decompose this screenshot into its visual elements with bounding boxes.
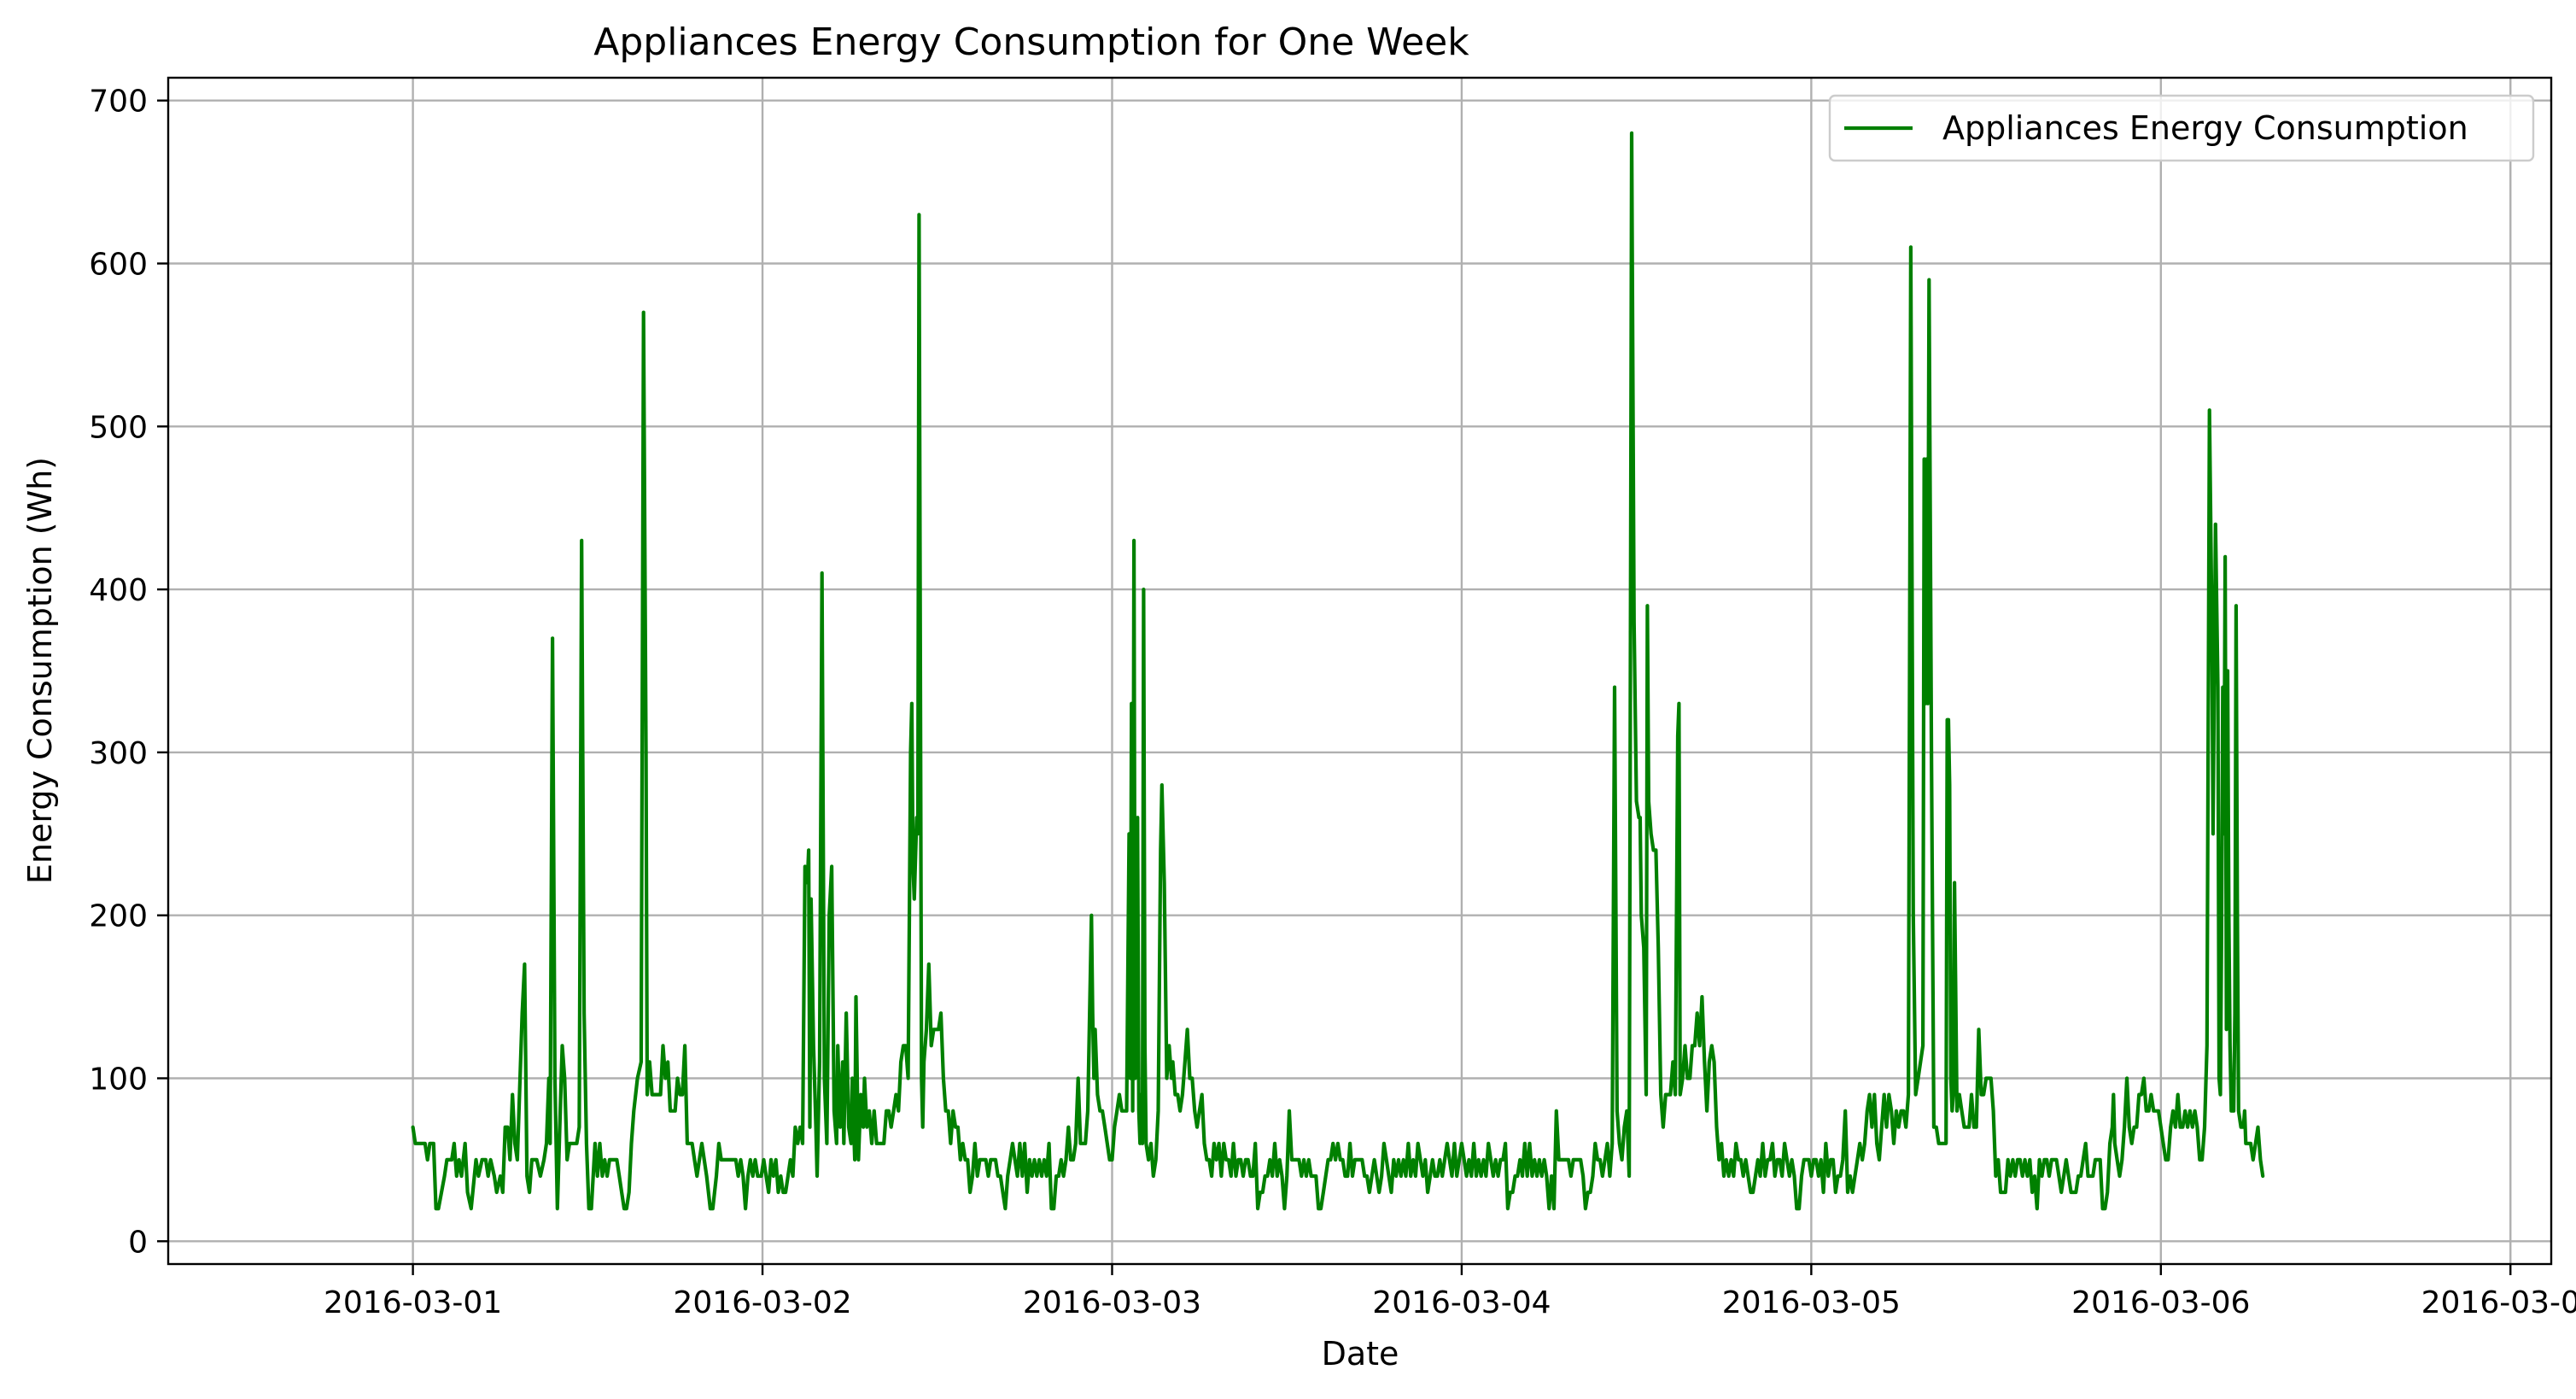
y-tick-label: 600 [89, 248, 148, 283]
legend-label: Appliances Energy Consumption [1942, 109, 2468, 147]
chart-title: Appliances Energy Consumption for One We… [593, 20, 1469, 64]
plot-frame [166, 76, 2553, 1266]
x-tick-label: 2016-03-04 [1372, 1285, 1551, 1320]
x-tick-label: 2016-03-06 [2071, 1285, 2250, 1320]
axis-ticks: 2016-03-01 2016-03-02 2016-03-03 2016-03-04… [89, 85, 2576, 1320]
x-tick-label: 2016-03-02 [673, 1285, 851, 1320]
y-axis-label: Energy Consumption (Wh) [21, 457, 59, 884]
y-tick-label: 100 [89, 1062, 148, 1097]
y-tick-label: 500 [89, 410, 148, 445]
y-tick-label: 0 [128, 1225, 148, 1260]
x-tick-label: 2016-03-01 [324, 1285, 502, 1320]
x-tick-label: 2016-03-05 [1722, 1285, 1901, 1320]
x-tick-label: 2016-03-03 [1023, 1285, 1201, 1320]
series-layer [411, 131, 2265, 1211]
x-tick-label: 2016-03-07 [2421, 1285, 2576, 1320]
y-tick-label: 200 [89, 899, 148, 934]
legend-box [1828, 94, 2535, 162]
y-tick-label: 400 [89, 573, 148, 608]
y-tick-label: 700 [89, 85, 148, 120]
series-line [411, 131, 2265, 1211]
y-tick-label: 300 [89, 736, 148, 771]
legend: Appliances Energy Consumption [1828, 94, 2535, 162]
x-axis-label: Date [1322, 1335, 1399, 1373]
grid-lines [168, 78, 2551, 1264]
